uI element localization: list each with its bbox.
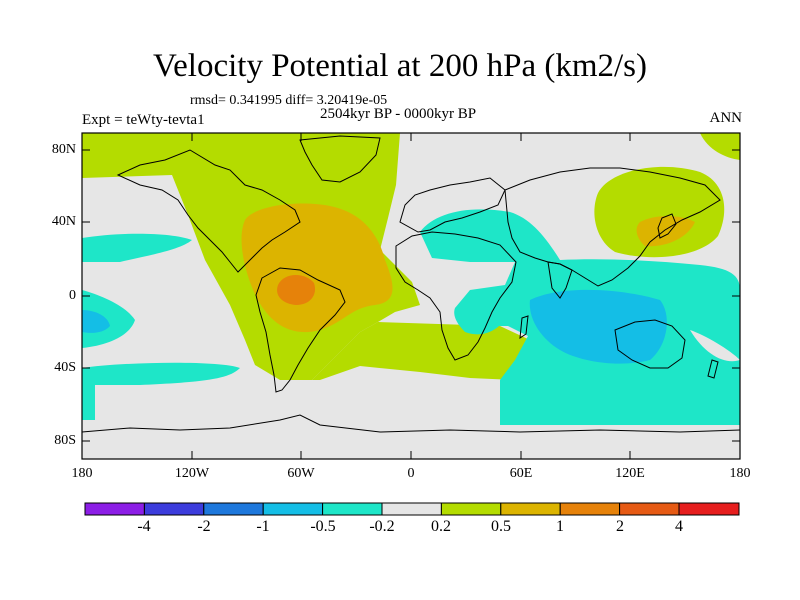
lon-label-120w: 120W (174, 466, 210, 481)
lon-label-180w: 180 (71, 466, 93, 481)
lat-label-40s: 40S (54, 360, 76, 375)
lat-label-80s: 80S (54, 433, 76, 448)
negative-core-pacific-west (82, 310, 110, 333)
colorbar-swatch-0 (84, 502, 145, 516)
colorbar-label-4: -0.2 (369, 518, 395, 535)
coastline-antarctica (82, 414, 740, 433)
colorbar-swatch-6 (440, 502, 502, 516)
colorbar-label-2: -1 (256, 518, 270, 535)
colorbar-swatch-10 (678, 502, 740, 516)
coastline-greenland (299, 135, 381, 183)
coastline-north-america (116, 149, 301, 273)
stats-line: rmsd= 0.341995 diff= 3.20419e-05 (190, 93, 388, 108)
coastline-indian-subcontinent (547, 261, 573, 299)
colorbar-label-8: 2 (616, 518, 624, 535)
colorbar (84, 502, 740, 516)
positive-region-southern (312, 322, 548, 380)
colorbar-swatch-1 (143, 502, 205, 516)
colorbar-swatch-4 (322, 502, 383, 516)
positive-region-pacific-north (594, 166, 725, 258)
coastlines (82, 135, 740, 433)
colorbar-swatch-9 (619, 502, 680, 516)
coastline-asia (504, 167, 721, 287)
colorbar-label-6: 0.5 (491, 518, 511, 535)
coastline-south-america (255, 267, 346, 393)
coastline-australia (614, 319, 686, 369)
lat-ticks (82, 149, 740, 442)
lat-label-0: 0 (69, 288, 76, 303)
lon-label-60w: 60W (287, 466, 315, 481)
colorbar-label-9: 4 (675, 518, 683, 535)
colorbar-label-3: -0.5 (310, 518, 336, 535)
season-label: ANN (709, 110, 743, 126)
coastline-japan (657, 213, 677, 239)
colorbar-label-0: -4 (137, 518, 151, 535)
coastline-madagascar (519, 315, 529, 340)
negative-region-southern-ocean (82, 362, 240, 420)
period-label: 2504kyr BP - 0000kyr BP (320, 106, 477, 122)
positive-core-pacific (636, 216, 695, 247)
colorbar-label-1: -2 (197, 518, 211, 535)
negative-core-indo-pacific (529, 289, 667, 364)
positive-region-arctic-east (700, 133, 740, 160)
lat-label-40n: 40N (51, 214, 76, 229)
colorbar-label-7: 1 (556, 518, 564, 535)
negative-region-west-pacific (82, 233, 192, 262)
lon-label-180e: 180 (729, 466, 751, 481)
lon-label-60e: 60E (509, 466, 533, 481)
colorbar-swatch-5 (381, 502, 442, 516)
lon-label-0: 0 (407, 466, 415, 481)
positive-peak-amazon (277, 274, 316, 305)
coastline-africa (395, 231, 517, 361)
negative-region-south-pacific (82, 290, 135, 348)
lon-ticks (81, 133, 741, 459)
experiment-label: Expt = teWty-tevta1 (82, 112, 205, 128)
lat-label-80n: 80N (51, 142, 76, 157)
colorbar-swatch-8 (559, 502, 621, 516)
colorbar-swatch-7 (500, 502, 561, 516)
coastline-new-zealand (707, 359, 719, 379)
map-field (82, 133, 740, 459)
lon-label-120e: 120E (615, 466, 645, 481)
colorbar-label-5: 0.2 (431, 518, 451, 535)
colorbar-swatch-2 (203, 502, 264, 516)
neutral-patch-australia-east (690, 330, 740, 362)
colorbar-swatch-3 (262, 502, 324, 516)
map-title: Velocity Potential at 200 hPa (km2/s) (152, 48, 648, 84)
